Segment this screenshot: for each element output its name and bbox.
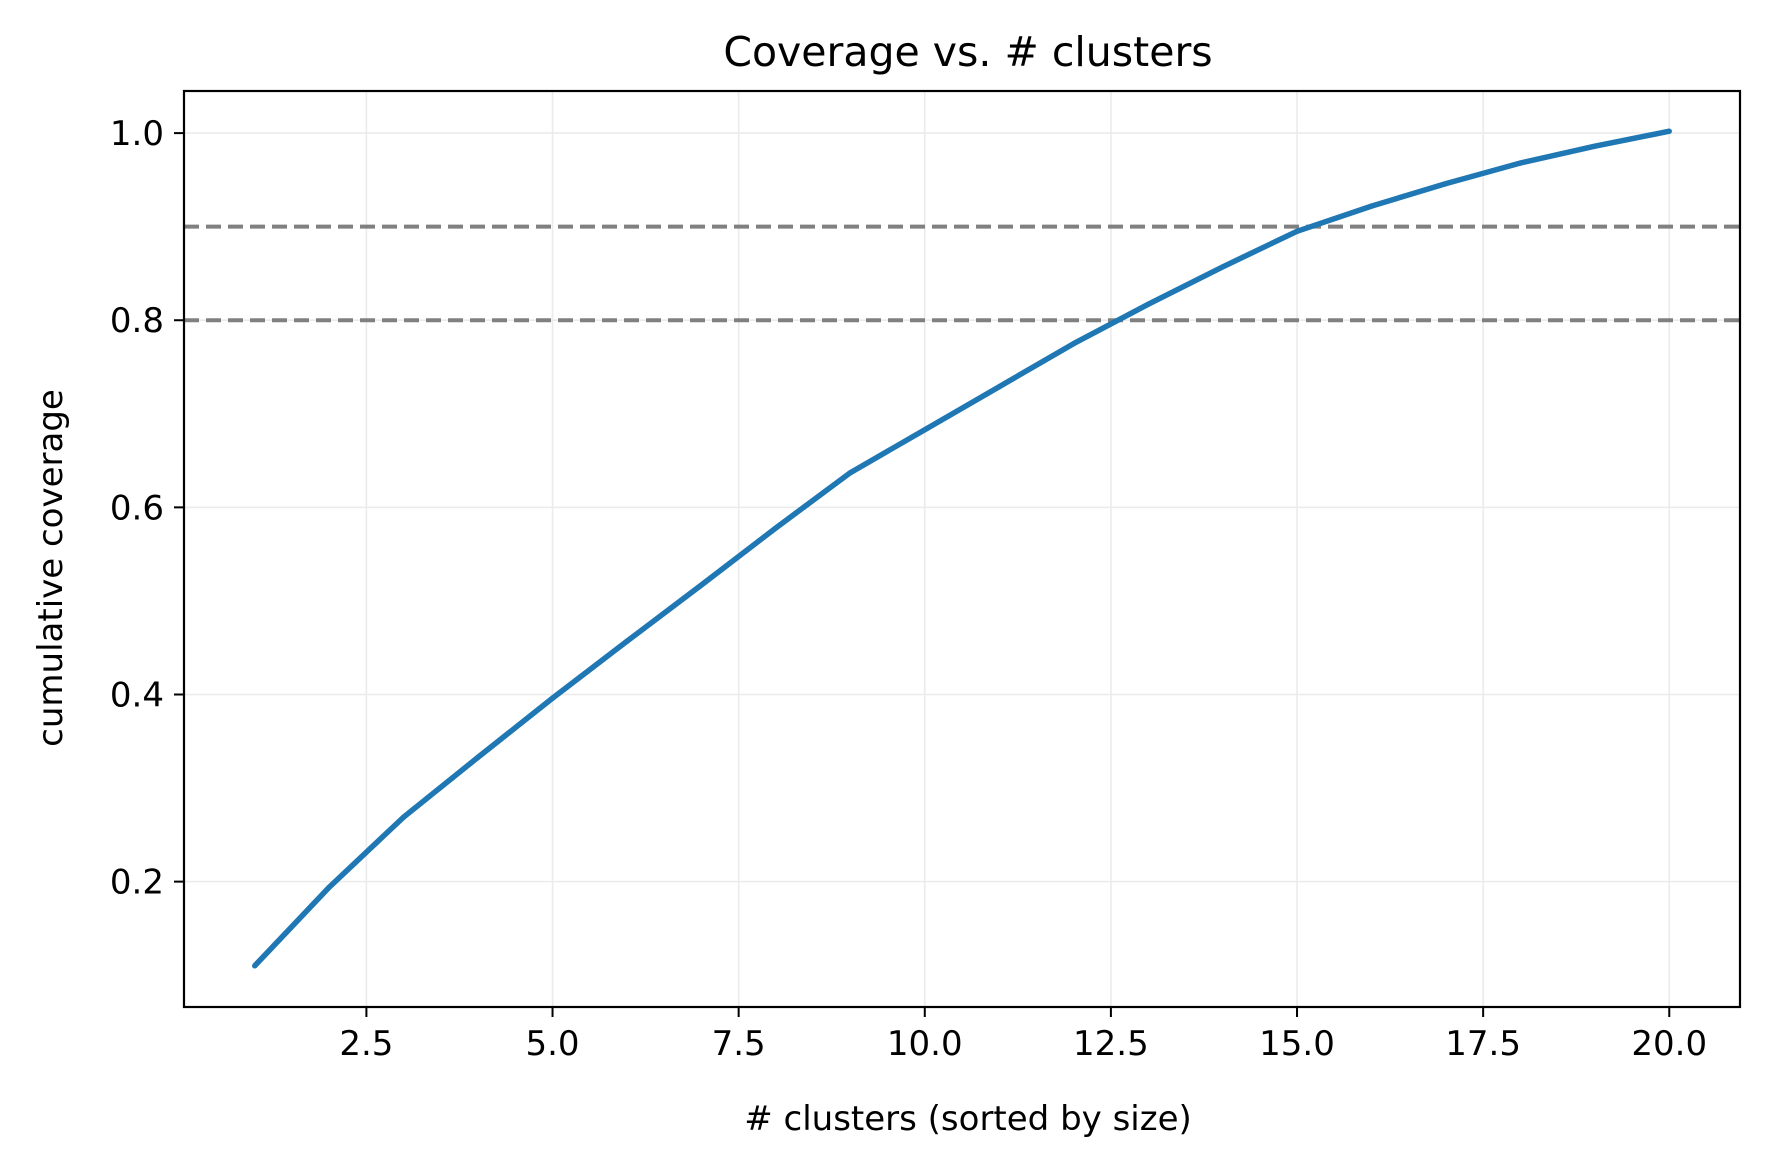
data-point [922, 427, 928, 433]
y-tick-label: 1.0 [110, 114, 164, 154]
series-layer [252, 128, 1672, 969]
x-tick-label: 17.5 [1445, 1024, 1521, 1064]
x-axis-ticks: 2.5 5.0 7.5 10.0 12.5 15.0 17.5 20.0 [339, 1007, 1707, 1064]
plot-frame [182, 89, 1742, 1009]
data-point [1219, 264, 1226, 270]
reference-lines [184, 224, 1740, 323]
data-point [698, 582, 705, 588]
x-tick-label: 12.5 [1073, 1024, 1149, 1064]
y-tick-label: 0.2 [110, 863, 164, 903]
data-point [1666, 128, 1672, 134]
data-point [252, 963, 258, 969]
series-line [252, 128, 1670, 968]
data-point [549, 695, 556, 701]
data-point [1517, 160, 1524, 166]
data-point [1145, 301, 1151, 308]
y-tick-label: 0.4 [110, 675, 164, 715]
data-point [1368, 203, 1375, 209]
data-point [326, 884, 332, 890]
x-tick-label: 20.0 [1631, 1024, 1707, 1064]
chart-title: Coverage vs. # clusters [723, 28, 1212, 76]
y-axis-label: cumulative coverage [31, 389, 71, 747]
x-tick-label: 10.0 [887, 1024, 963, 1064]
data-point [1443, 180, 1449, 187]
x-tick-label: 7.5 [712, 1024, 766, 1064]
data-point [773, 525, 779, 531]
y-tick-label: 0.6 [110, 488, 164, 528]
grid [184, 91, 1740, 1007]
x-axis-label: # clusters (sorted by size) [744, 1099, 1192, 1139]
data-point [1070, 340, 1077, 347]
x-tick-label: 5.0 [525, 1024, 579, 1064]
data-point [400, 814, 407, 820]
x-tick-label: 2.5 [339, 1024, 393, 1064]
data-point [1592, 143, 1598, 149]
data-point [1294, 228, 1300, 235]
data-point [624, 638, 630, 644]
data-point [996, 383, 1002, 390]
y-axis-ticks: 0.2 0.4 0.6 0.8 1.0 [110, 114, 184, 903]
data-point [475, 754, 481, 760]
y-tick-label: 0.8 [110, 301, 164, 341]
x-tick-label: 15.0 [1259, 1024, 1335, 1064]
data-point [847, 470, 854, 476]
